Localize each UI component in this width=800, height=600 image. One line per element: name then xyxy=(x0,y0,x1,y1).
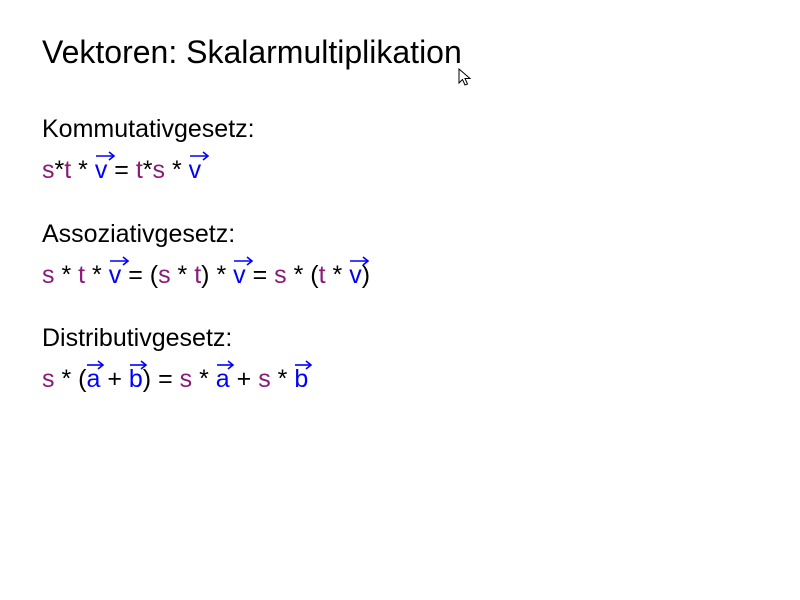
operator-star: * xyxy=(78,156,88,184)
law-title-associative: Assoziativgesetz: xyxy=(42,220,758,249)
scalar-s: s xyxy=(180,365,193,393)
vector-v: v xyxy=(109,257,122,295)
vector-v: v xyxy=(189,152,202,190)
vector-b: b xyxy=(294,361,308,399)
formula-associative: s * t * v = (s * t) * v = s * (t * v) xyxy=(42,257,758,295)
operator-star: * xyxy=(92,261,102,289)
formula-distributive: s * (a + b) = s * a + s * b xyxy=(42,361,758,399)
operator-star: * xyxy=(278,365,288,393)
paren-open: ( xyxy=(78,365,86,393)
vector-v: v xyxy=(233,257,246,295)
operator-eq: = xyxy=(158,365,173,393)
paren-open: ( xyxy=(310,261,318,289)
scalar-t: t xyxy=(136,156,143,184)
vector-v: v xyxy=(349,257,362,295)
vector-b: b xyxy=(129,361,143,399)
scalar-s: s xyxy=(258,365,271,393)
scalar-s: s xyxy=(158,261,171,289)
vector-a: a xyxy=(216,361,230,399)
operator-star: * xyxy=(61,365,71,393)
vector-v: v xyxy=(95,152,108,190)
law-title-commutative: Kommutativgesetz: xyxy=(42,115,758,144)
operator-star: * xyxy=(172,156,182,184)
scalar-s: s xyxy=(153,156,166,184)
operator-star: * xyxy=(294,261,304,289)
operator-star: * xyxy=(199,365,209,393)
formula-commutative: s*t * v = t*s * v xyxy=(42,152,758,190)
operator-star: * xyxy=(333,261,343,289)
slide-page: Vektoren: Skalarmultiplikation Kommutati… xyxy=(0,0,800,463)
operator-plus: + xyxy=(237,365,252,393)
law-title-distributive: Distributivgesetz: xyxy=(42,324,758,353)
page-title: Vektoren: Skalarmultiplikation xyxy=(42,34,758,71)
vector-a: a xyxy=(86,361,100,399)
scalar-s: s xyxy=(42,156,55,184)
scalar-s: s xyxy=(274,261,287,289)
operator-star: * xyxy=(55,156,65,184)
operator-plus: + xyxy=(107,365,122,393)
scalar-s: s xyxy=(42,365,55,393)
scalar-t: t xyxy=(64,156,71,184)
scalar-s: s xyxy=(42,261,55,289)
operator-star: * xyxy=(143,156,153,184)
scalar-t: t xyxy=(319,261,326,289)
operator-star: * xyxy=(178,261,188,289)
paren-close: ) xyxy=(201,261,209,289)
operator-star: * xyxy=(61,261,71,289)
scalar-t: t xyxy=(78,261,85,289)
paren-open: ( xyxy=(150,261,158,289)
operator-star: * xyxy=(216,261,226,289)
